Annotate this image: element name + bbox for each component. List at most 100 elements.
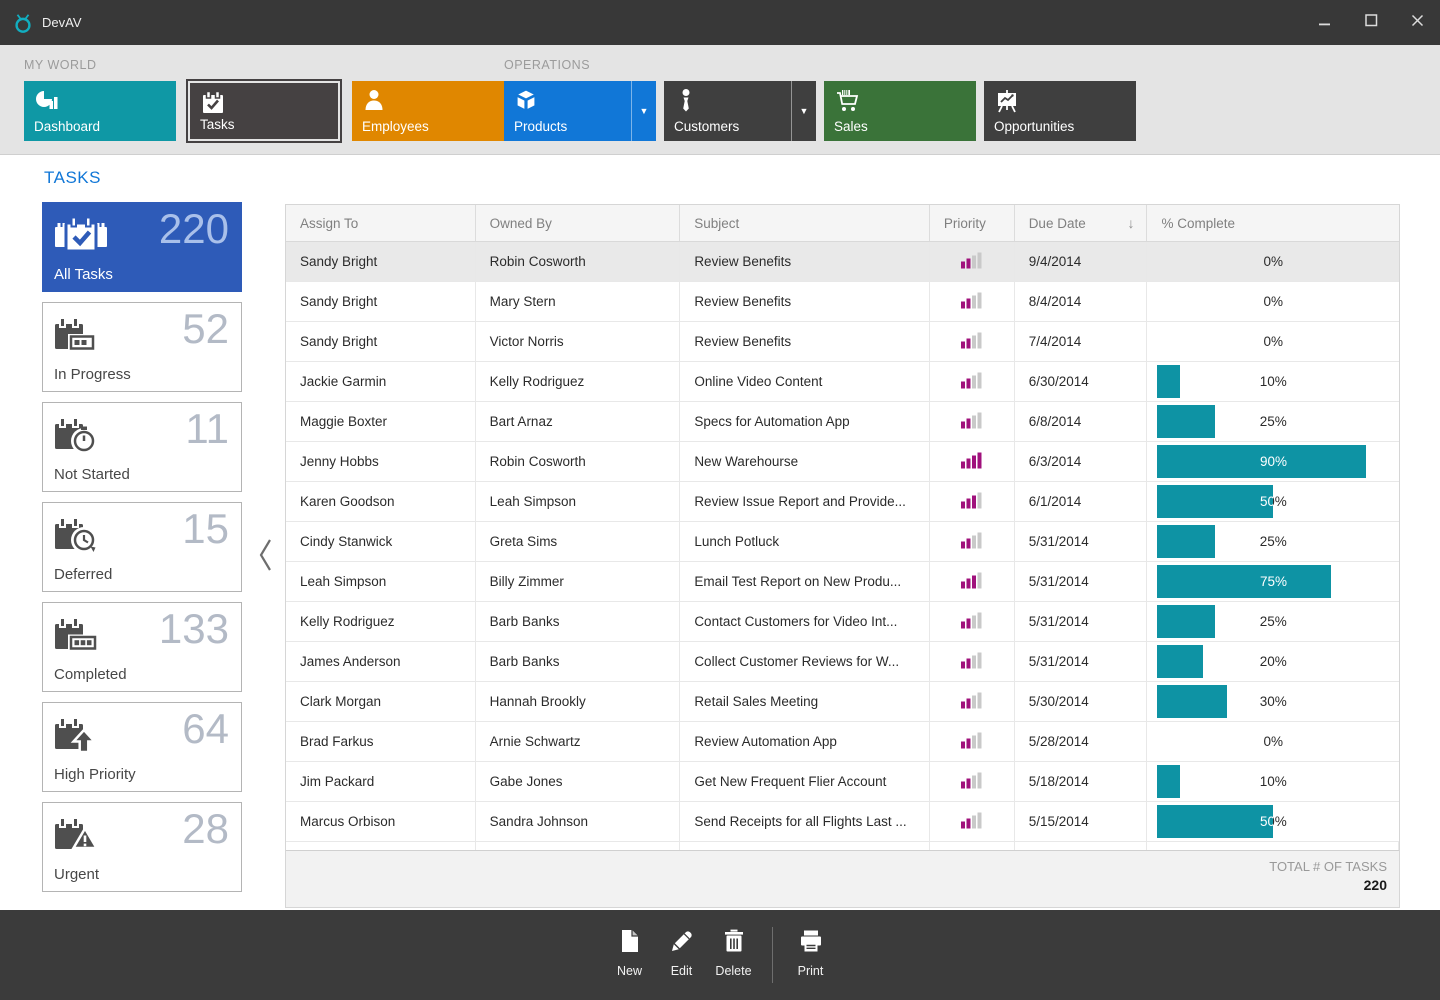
table-row[interactable]: Karen GoodsonLeah SimpsonReview Issue Re… [286,482,1399,522]
table-row[interactable]: Cindy StanwickGreta SimsLunch Potluck5/3… [286,522,1399,562]
opportunities-icon [994,88,1020,119]
sidebar-tile-completed[interactable]: 133Completed [42,602,242,692]
table-row[interactable]: Sandy BrightMary SternReview Benefits8/4… [286,282,1399,322]
column-header-assign-to[interactable]: Assign To [286,205,476,241]
toolbar-button-new[interactable]: New [604,920,656,990]
cell-assign-to: Marcus Orbison [286,802,476,841]
print-icon [798,928,824,957]
nav-tile-products[interactable]: Products ▼ [504,81,656,141]
toolbar-button-label: Edit [671,964,693,978]
toolbar-button-print[interactable]: Print [785,920,837,990]
table-row[interactable]: Kelly RodriguezBarb BanksContact Custome… [286,602,1399,642]
cell-due-date: 5/28/2014 [1015,722,1148,761]
sidebar-tile-all-tasks[interactable]: 220All Tasks [42,202,242,292]
nav-tile-main: Customers [664,81,791,141]
cell-assign-to: Sandy Bright [286,282,476,321]
priority-bars-icon [961,772,983,792]
nav-tile-dashboard[interactable]: Dashboard [24,81,176,141]
maximize-button[interactable] [1348,0,1394,45]
table-row[interactable]: Jim PackardGabe JonesGet New Frequent Fl… [286,762,1399,802]
column-header-priority[interactable]: Priority [930,205,1015,241]
sidebar-tile-urgent[interactable]: 28Urgent [42,802,242,892]
ribbon-tiles: Products▼Customers▼SalesOpportunities [504,81,1136,141]
new-icon [617,928,643,957]
priority-bars-icon [961,612,983,632]
column-header-label: Priority [944,216,986,231]
cell-due-date: 9/4/2014 [1015,242,1148,281]
column-header--complete[interactable]: % Complete [1147,205,1399,241]
cell-assign-to: Clark Morgan [286,682,476,721]
tile-label: High Priority [54,766,136,783]
priority-bars-icon [961,812,983,832]
nav-tile-dropdown-products[interactable]: ▼ [631,81,656,141]
cell-pct-complete: 25%25% [1147,522,1399,561]
sidebar-tile-in-progress[interactable]: 52In Progress [42,302,242,392]
table-row[interactable]: Marcus OrbisonSandra JohnsonSend Receipt… [286,802,1399,842]
pct-label-inverse: 50% [1157,805,1273,838]
cell-due-date: 5/15/2014 [1015,802,1148,841]
nav-tile-customers[interactable]: Customers▼ [664,81,816,141]
nav-tile-tasks[interactable]: Tasks [190,83,338,139]
nav-tile-main: Sales [824,81,976,141]
grid-body: Sandy BrightRobin CosworthReview Benefit… [286,242,1399,842]
table-row[interactable]: Leah SimpsonBilly ZimmerEmail Test Repor… [286,562,1399,602]
column-header-due-date[interactable]: Due Date↓ [1015,205,1148,241]
nav-tile-main: Opportunities [984,81,1136,141]
column-header-label: Subject [694,216,739,231]
priority-bars-icon [961,332,983,352]
table-row[interactable]: Jackie GarminKelly RodriguezOnline Video… [286,362,1399,402]
nav-tile-label: Products [514,119,567,134]
cell-assign-to: Maggie Boxter [286,402,476,441]
pct-label: 0% [1147,322,1399,361]
employees-icon [362,88,386,117]
grid-header: Assign ToOwned By Subject Priority Due Date… [286,205,1399,242]
toolbar-button-edit[interactable]: Edit [656,920,708,990]
partial-row-cell [1147,842,1399,850]
cell-priority [930,482,1015,521]
table-row[interactable]: Maggie BoxterBart ArnazSpecs for Automat… [286,402,1399,442]
nav-tile-main: Dashboard [24,81,176,141]
table-row[interactable]: Sandy BrightRobin CosworthReview Benefit… [286,242,1399,282]
sidebar-tile-high-priority[interactable]: 64High Priority [42,702,242,792]
cell-priority [930,762,1015,801]
column-header-subject[interactable]: Subject [680,205,930,241]
close-button[interactable] [1394,0,1440,45]
cell-due-date: 5/31/2014 [1015,642,1148,681]
tile-count: 52 [182,305,229,353]
cell-owned-by: Leah Simpson [476,482,681,521]
cell-subject: Email Test Report on New Produ... [680,562,930,601]
cell-priority [930,682,1015,721]
cell-pct-complete: 0% [1147,282,1399,321]
table-row[interactable]: Clark MorganHannah BrooklyRetail Sales M… [286,682,1399,722]
ribbon-group: OPERATIONSProducts▼Customers▼SalesOpport… [504,58,1136,141]
sidebar-tile-deferred[interactable]: 15Deferred [42,502,242,592]
sidebar-collapse-button[interactable] [255,536,275,576]
cell-assign-to: Sandy Bright [286,322,476,361]
cell-owned-by: Victor Norris [476,322,681,361]
cell-due-date: 6/8/2014 [1015,402,1148,441]
cell-priority [930,562,1015,601]
delete-icon [721,928,747,957]
minimize-button[interactable] [1302,0,1348,45]
nav-tile-sales[interactable]: Sales [824,81,976,141]
chevron-down-icon: ▼ [640,106,649,116]
table-row[interactable]: Brad FarkusArnie SchwartzReview Automati… [286,722,1399,762]
sidebar-tile-not-started[interactable]: 11Not Started [42,402,242,492]
table-row[interactable]: James AndersonBarb BanksCollect Customer… [286,642,1399,682]
nav-tile-employees[interactable]: Employees [352,81,504,141]
table-row[interactable]: Jenny HobbsRobin CosworthNew Warehourse6… [286,442,1399,482]
cell-subject: New Warehourse [680,442,930,481]
nav-tile-opportunities[interactable]: Opportunities [984,81,1136,141]
priority-bars-icon [961,372,983,392]
toolbar-button-delete[interactable]: Delete [708,920,760,990]
cell-pct-complete: 30%30% [1147,682,1399,721]
nav-tile-label: Tasks [200,117,235,132]
window-title: DevAV [42,15,82,30]
nav-tile-dropdown-customers[interactable]: ▼ [791,81,816,141]
progress-bar: 20% [1157,645,1203,678]
column-header-owned-by[interactable]: Owned By [476,205,681,241]
table-row[interactable]: Sandy BrightVictor NorrisReview Benefits… [286,322,1399,362]
pct-label-inverse: 25% [1157,525,1215,558]
cell-owned-by: Robin Cosworth [476,242,681,281]
cell-assign-to: Karen Goodson [286,482,476,521]
